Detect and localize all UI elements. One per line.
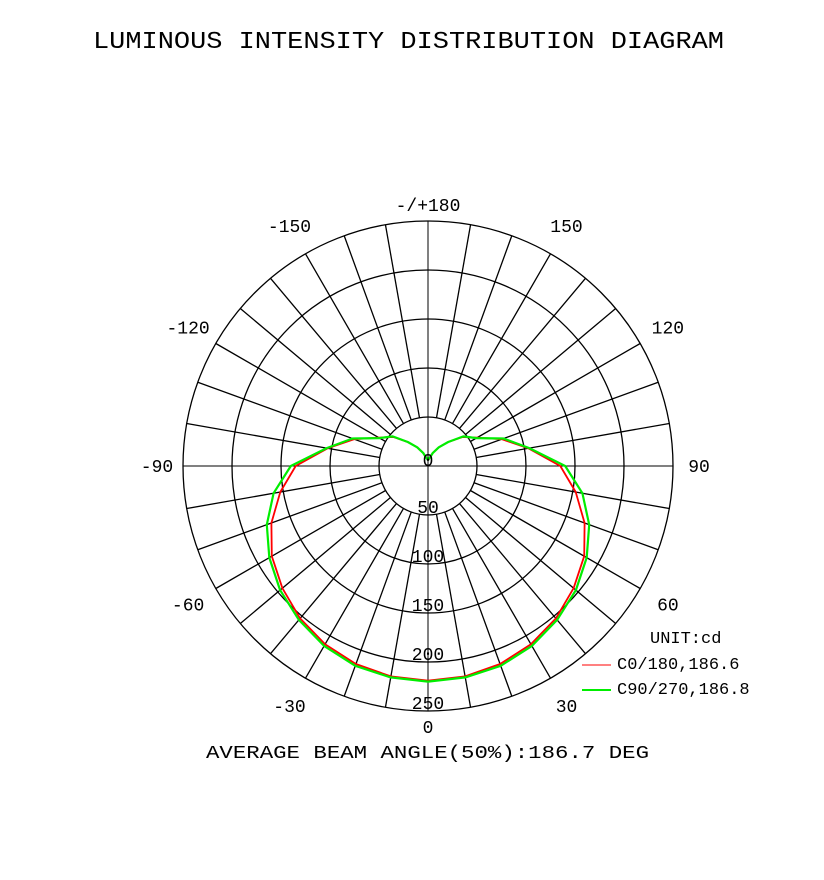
radial-gridline: [458, 277, 586, 429]
beam-angle-footer: AVERAGE BEAM ANGLE(50%):186.7 DEG: [206, 744, 649, 764]
radial-gridline: [384, 224, 421, 418]
angle-label: -90: [141, 458, 173, 478]
angle-label: 60: [657, 597, 679, 617]
radial-gridline: [473, 482, 659, 551]
angle-label: 150: [550, 218, 582, 238]
radial-gridline: [444, 235, 513, 421]
radial-label: 50: [417, 499, 439, 519]
angle-labels: -/+180 150 120 90 60 30 0 -30 -60 -90 -120 -150: [141, 197, 710, 739]
angle-label: -150: [268, 218, 311, 238]
radial-gridline: [384, 514, 421, 708]
radial-gridline: [476, 422, 670, 459]
radial-label: 200: [412, 646, 444, 666]
legend: UNIT:cd C0/180,186.6 C90/270,186.8: [582, 630, 750, 700]
radial-gridline: [197, 482, 383, 551]
radial-gridline: [270, 277, 398, 429]
radial-label: 250: [412, 695, 444, 715]
angle-label: -120: [167, 320, 210, 340]
radial-gridline: [435, 224, 472, 418]
legend-label-c90: C90/270,186.8: [617, 681, 750, 700]
radial-gridline: [215, 342, 386, 443]
radial-gridline: [470, 342, 641, 443]
angle-label: 120: [652, 320, 684, 340]
radial-gridline: [465, 496, 617, 624]
radial-gridline: [270, 503, 398, 655]
angle-label: -30: [273, 698, 305, 718]
angle-label: 0: [423, 719, 434, 739]
angle-label: -60: [172, 597, 204, 617]
polar-grid: [182, 220, 674, 712]
radial-gridline: [239, 496, 391, 624]
angle-label: 30: [556, 698, 578, 718]
radial-gridline: [304, 508, 405, 679]
radial-label: 100: [412, 548, 444, 568]
unit-label: UNIT:cd: [650, 630, 721, 649]
radial-gridline: [343, 235, 412, 421]
radial-gridline: [476, 473, 670, 510]
radial-label: 0: [423, 452, 434, 472]
angle-label: 90: [688, 458, 710, 478]
radial-gridline: [304, 253, 405, 424]
radial-gridline: [343, 511, 412, 697]
radial-gridline: [465, 308, 617, 436]
radial-gridline: [451, 253, 552, 424]
radial-gridline: [458, 503, 586, 655]
radial-gridline: [215, 489, 386, 590]
radial-gridline: [186, 473, 380, 510]
intensity-curves: [265, 435, 591, 683]
radial-gridline: [444, 511, 513, 697]
legend-label-c0: C0/180,186.6: [617, 656, 739, 675]
radial-gridline: [239, 308, 391, 436]
radial-gridline: [470, 489, 641, 590]
radial-label: 150: [412, 597, 444, 617]
angle-label: -/+180: [396, 197, 461, 217]
radial-gridline: [451, 508, 552, 679]
chart-title: LUMINOUS INTENSITY DISTRIBUTION DIAGRAM: [93, 29, 724, 56]
radial-gridline: [186, 422, 380, 459]
radial-gridline: [435, 514, 472, 708]
radial-labels: 0 50 100 150 200 250: [412, 452, 444, 715]
